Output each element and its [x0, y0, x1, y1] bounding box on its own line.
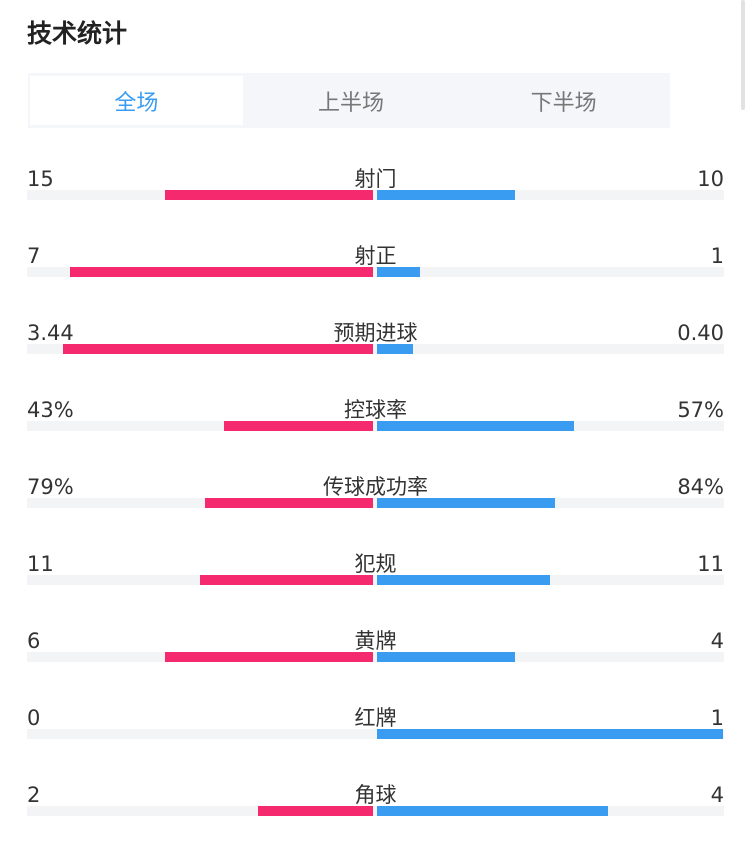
stat-label: 射门 [354, 167, 397, 191]
home-bar [165, 652, 373, 662]
home-value: 79% [27, 475, 74, 499]
stat-label: 角球 [354, 783, 397, 807]
away-value: 84% [677, 475, 724, 499]
away-bar [377, 806, 608, 816]
home-value: 2 [27, 783, 41, 807]
away-value: 10 [697, 167, 724, 191]
stat-label: 红牌 [354, 706, 397, 730]
stat-label: 预期进球 [333, 321, 418, 345]
home-value: 11 [27, 552, 54, 576]
home-bar [205, 498, 373, 508]
stat-label: 黄牌 [354, 629, 397, 653]
home-bar [200, 575, 373, 585]
away-bar [377, 421, 575, 431]
away-bar [377, 190, 516, 200]
tab-second-half[interactable]: 下半场 [530, 90, 597, 116]
stat-bar-track [27, 190, 724, 200]
away-value: 57% [677, 398, 724, 422]
home-bar [224, 421, 373, 431]
stat-bar-track [27, 267, 724, 277]
stat-row: 11 犯规 11 [27, 551, 724, 611]
away-bar [377, 652, 516, 662]
home-value: 15 [27, 167, 54, 191]
home-bar [70, 267, 373, 277]
away-value: 0.40 [677, 321, 724, 345]
stat-row: 15 射门 10 [27, 166, 724, 226]
home-bar [257, 806, 373, 816]
tab-first-half[interactable]: 上半场 [318, 90, 385, 116]
page-title: 技术统计 [27, 19, 128, 48]
stat-row: 6 黄牌 4 [27, 628, 724, 688]
stat-bar-track [27, 729, 724, 739]
stat-label: 犯规 [354, 552, 397, 576]
stat-bar-track [27, 575, 724, 585]
stat-bar-track [27, 344, 724, 354]
stat-row: 79% 传球成功率 84% [27, 474, 724, 534]
home-bar [63, 344, 373, 354]
stat-label: 控球率 [344, 398, 407, 422]
away-bar [377, 498, 556, 508]
stat-bar-track [27, 806, 724, 816]
tab-full-match[interactable]: 全场 [30, 76, 243, 125]
stat-row: 0 红牌 1 [27, 705, 724, 765]
away-bar [377, 344, 414, 354]
away-bar [377, 729, 723, 739]
away-value: 4 [710, 629, 724, 653]
stat-bar-track [27, 652, 724, 662]
stat-bar-track [27, 421, 724, 431]
stat-bar-track [27, 498, 724, 508]
home-value: 43% [27, 398, 74, 422]
away-value: 1 [710, 706, 724, 730]
home-value: 6 [27, 629, 41, 653]
away-bar [377, 575, 550, 585]
stat-row: 2 角球 4 [27, 782, 724, 842]
home-value: 7 [27, 244, 41, 268]
home-value: 3.44 [27, 321, 74, 345]
away-value: 11 [697, 552, 724, 576]
stat-row: 3.44 预期进球 0.40 [27, 320, 724, 380]
away-value: 1 [710, 244, 724, 268]
away-bar [377, 267, 421, 277]
home-bar [165, 190, 373, 200]
period-tabs: 全场 上半场 下半场 [28, 73, 670, 128]
stat-row: 7 射正 1 [27, 243, 724, 303]
stat-label: 传球成功率 [323, 475, 428, 499]
scrollbar[interactable] [741, 0, 745, 110]
home-value: 0 [27, 706, 41, 730]
stat-row: 43% 控球率 57% [27, 397, 724, 457]
stat-label: 射正 [354, 244, 397, 268]
away-value: 4 [710, 783, 724, 807]
